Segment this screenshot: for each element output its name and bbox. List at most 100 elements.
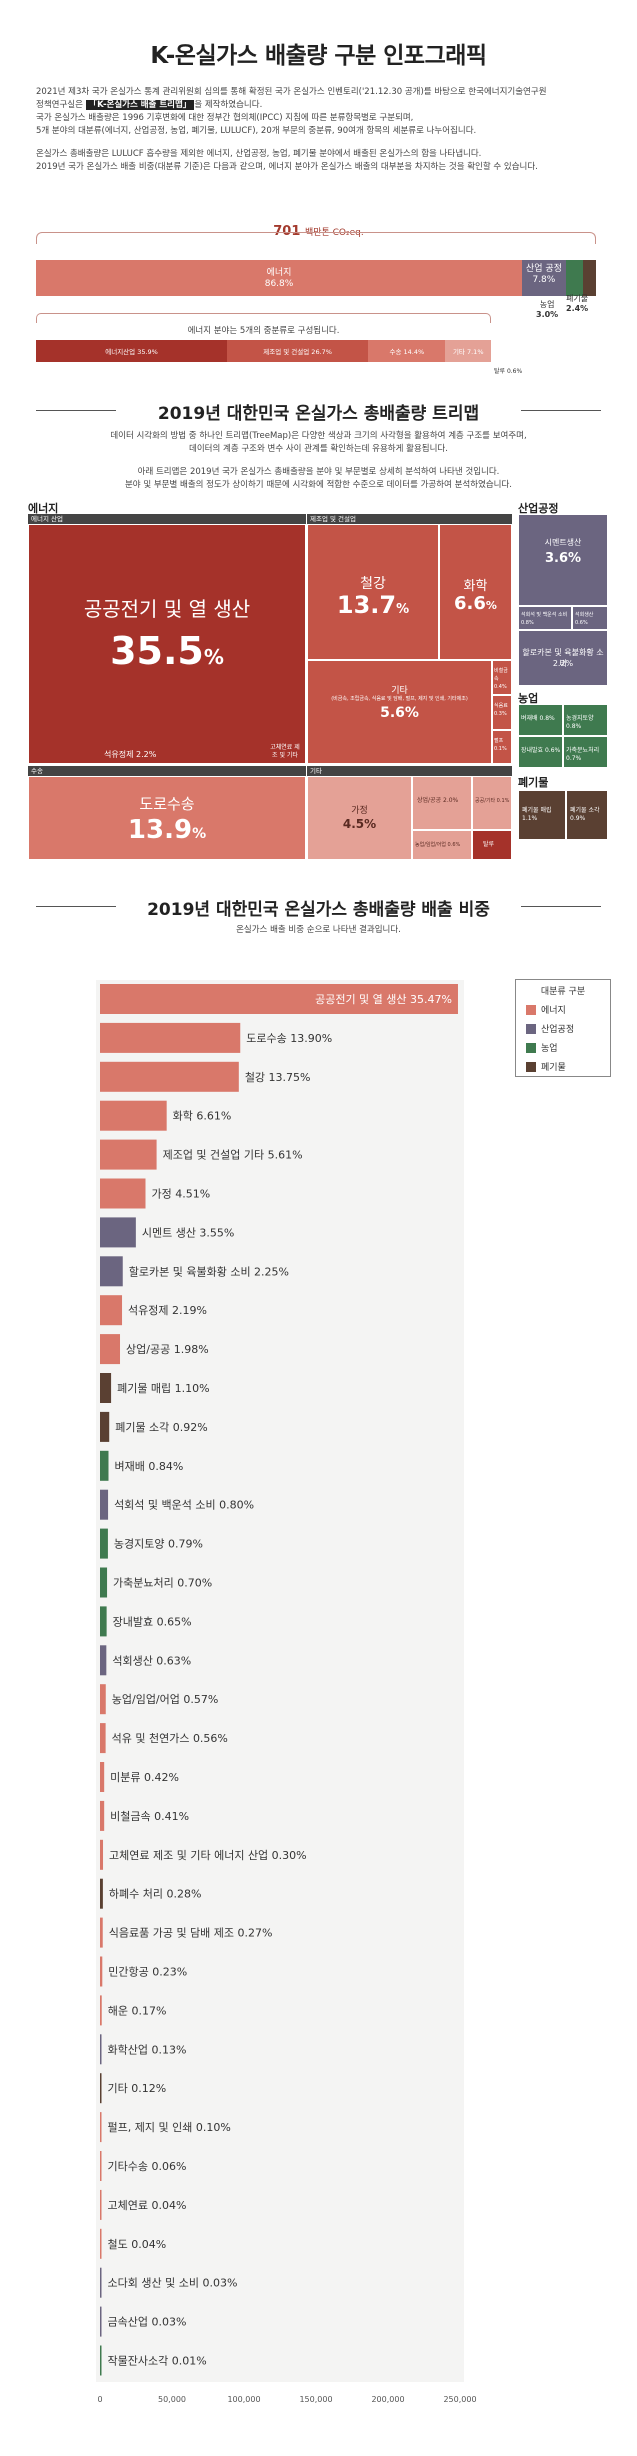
sector-waste-label: 폐기물 2.4% [566, 294, 589, 313]
treemap-cell-lime: 석회석 및 백운석 소비 0.8% [518, 606, 572, 630]
intro-line: 2019년 국가 온실가스 배출 비중(대분류 기준)은 다음과 같으며, 에너… [36, 162, 538, 172]
bar [100, 2345, 102, 2376]
treemap-cell-commercial: 상업/공공 2.0% [412, 776, 472, 830]
x-tick-label: 50,000 [158, 2395, 186, 2404]
divider [521, 906, 601, 907]
sector-waste [582, 260, 596, 296]
chart-legend: 대분류 구분 에너지 산업공정 농업 폐기물 [515, 979, 611, 1077]
bar-label: 상업/공공 1.98% [126, 1343, 209, 1356]
bar [100, 2151, 102, 2181]
bar-label: 장내발효 0.65% [113, 1615, 192, 1628]
bar [100, 2189, 102, 2220]
energy-sub-segment: 제조업 및 건설업 26.7% [227, 340, 369, 362]
bar [100, 1022, 241, 1053]
bar [100, 1995, 102, 2026]
bar [100, 1295, 123, 1326]
energy-sub-segment: 기타 7.1% [445, 340, 491, 362]
treemap-title: 2019년 대한민국 온실가스 총배출량 트리맵 [157, 404, 480, 424]
bar [100, 2306, 102, 2337]
bar-label: 농업/임업/어업 0.57% [112, 1693, 219, 1706]
bar-label: 폐기물 소각 0.92% [115, 1421, 208, 1434]
bar [100, 984, 458, 1014]
bar-label: 펄프, 제지 및 인쇄 0.10% [108, 2121, 231, 2134]
treemap-cell-landfill: 폐기물 매립 1.1% [518, 790, 566, 840]
bar-label: 식음료품 가공 및 담배 제조 0.27% [109, 1927, 273, 1940]
bar-label: 농경지토양 0.79% [114, 1538, 203, 1551]
bar-label: 석회석 및 백운석 소비 0.80% [114, 1499, 254, 1512]
bar-label: 비철금속 0.41% [110, 1810, 189, 1823]
bar [100, 1411, 110, 1442]
bar-label: 기타 0.12% [108, 2082, 167, 2095]
legend-item: 에너지 [526, 1003, 610, 1016]
energy-sub-segment: 에너지산업 35.9% [36, 340, 228, 362]
legend-item: 폐기물 [526, 1060, 610, 1073]
treemap-head-industry: 산업공정 [518, 502, 559, 515]
bar-label: 가정 4.51% [152, 1188, 211, 1201]
legend-item: 농업 [526, 1041, 610, 1054]
treemap-cell-power: 공공전기 및 열 생산 35.5% 석유정제 2.2% 고체연료 제조 및 기타 [28, 524, 306, 764]
bar [100, 1256, 123, 1287]
bar-chart-title: 2019년 대한민국 온실가스 총배출량 배출 비중 [147, 900, 490, 920]
treemap-cell-mfg-other: 기타 (비금속, 조립금속, 식음료 및 담배, 펄프, 제지 및 인쇄, 기타… [307, 660, 492, 764]
bar [100, 1645, 107, 1676]
bar [100, 1839, 104, 1870]
bar [100, 1489, 109, 1520]
total-emissions-label: 701 백만톤 CO₂eq. [273, 224, 364, 239]
intro-line: 2021년 제3차 국가 온실가스 통계 관리위원회 심의를 통해 확정된 국가… [36, 87, 547, 97]
bar-label: 석회생산 0.63% [112, 1654, 191, 1667]
treemap-cell-agri-fish: 농업/임업/어업 0.6% [412, 830, 472, 860]
treemap-cell-enteric: 장내발효 0.6% [518, 736, 563, 768]
bar [100, 1217, 136, 1248]
bar [100, 2112, 102, 2143]
energy-subbar: 에너지산업 35.9% 제조업 및 건설업 26.7% 수송 14.4% 기타 … [36, 340, 491, 362]
treemap-cell-rice: 벼재배 0.8% [518, 704, 563, 736]
bar [100, 1567, 108, 1598]
bar [100, 1878, 103, 1909]
bar-label: 도로수송 13.90% [246, 1032, 332, 1045]
bar-label: 시멘트 생산 3.55% [142, 1226, 235, 1239]
bar [100, 2267, 102, 2298]
bar [100, 1800, 105, 1831]
bar [100, 1956, 103, 1987]
sector-industry: 산업 공정 7.8% [522, 260, 566, 296]
treemap-cell-nonferrous: 비철금속 0.4% [492, 660, 512, 695]
treemap-head-agri: 농업 [518, 692, 539, 705]
treemap-cell-incineration: 폐기물 소각 0.9% [566, 790, 608, 840]
treemap-cell-soil: 농경지토양 0.8% [563, 704, 608, 736]
bar-label: 제조업 및 건설업 기타 5.61% [163, 1149, 303, 1162]
divider [36, 410, 116, 411]
bar-label: 금속산업 0.03% [108, 2316, 187, 2329]
treemap-group-transport: 수송 [28, 766, 306, 776]
treemap-cell-limeprod: 석회생산 0.6% [572, 606, 608, 630]
x-tick-label: 150,000 [299, 2395, 332, 2404]
treemap-head-waste: 폐기물 [518, 776, 549, 789]
bar-label: 기타수송 0.06% [108, 2160, 187, 2173]
intro-line: 온실가스 총배출량은 LULUCF 흡수량을 제외한 에너지, 산업공정, 농업… [36, 149, 482, 159]
bar-label: 할로카본 및 육불화황 소비 2.25% [129, 1265, 289, 1278]
bar-label: 석유 및 천연가스 0.56% [112, 1731, 228, 1745]
intro-line: 정책연구실은 「K-온실가스 배출 트리맵」 을 제작하였습니다. [36, 100, 263, 110]
bar-label: 화학 6.61% [173, 1110, 232, 1123]
treemap-cell-public-other: 공공/기타 0.1% [472, 776, 512, 830]
energy-sub-segment: 수송 14.4% [368, 340, 446, 362]
x-tick-label: 100,000 [227, 2395, 260, 2404]
intro-line: 국가 온실가스 배출량은 1996 기후변화에 대한 정부간 협의체(IPCC)… [36, 113, 414, 123]
bar-label: 하폐수 처리 0.28% [109, 1887, 202, 1901]
page-title: K-온실가스 배출량 구분 인포그래픽 [150, 43, 487, 69]
leak-label: 탈루 0.6% [494, 368, 523, 375]
bar [100, 1100, 167, 1131]
sector-energy: 에너지 86.8% [36, 260, 523, 296]
treemap-desc: 데이터 시각화의 방법 중 하나인 트리맵(TreeMap)은 다양한 색상과 … [110, 431, 527, 490]
sector-agri-label: 농업 3.0% [536, 300, 559, 319]
divider [521, 410, 601, 411]
treemap-cell-steel: 철강 13.7% [307, 524, 439, 660]
bar [100, 1528, 108, 1559]
treemap-cell-cement: 시멘트생산 3.6% [518, 514, 608, 606]
treemap-cell-leak: 탈루 [472, 830, 512, 860]
bar [100, 1139, 157, 1170]
bar [100, 1606, 107, 1637]
x-tick-label: 0 [97, 2395, 102, 2404]
treemap-cell-food: 식음료 0.3% [492, 695, 512, 730]
x-tick-label: 200,000 [371, 2395, 404, 2404]
bar-label: 가축분뇨처리 0.70% [113, 1577, 212, 1590]
